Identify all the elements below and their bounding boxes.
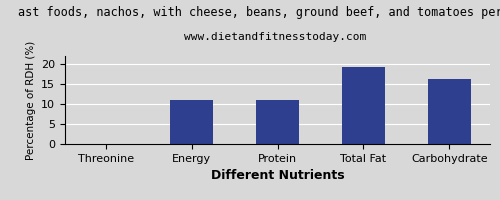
X-axis label: Different Nutrients: Different Nutrients bbox=[210, 169, 344, 182]
Text: ast foods, nachos, with cheese, beans, ground beef, and tomatoes per 100: ast foods, nachos, with cheese, beans, g… bbox=[18, 6, 500, 19]
Y-axis label: Percentage of RDH (%): Percentage of RDH (%) bbox=[26, 40, 36, 160]
Bar bbox=[342, 67, 385, 144]
Bar bbox=[428, 79, 470, 144]
Bar bbox=[170, 100, 213, 144]
Text: www.dietandfitnesstoday.com: www.dietandfitnesstoday.com bbox=[184, 32, 366, 42]
Bar bbox=[256, 100, 299, 144]
